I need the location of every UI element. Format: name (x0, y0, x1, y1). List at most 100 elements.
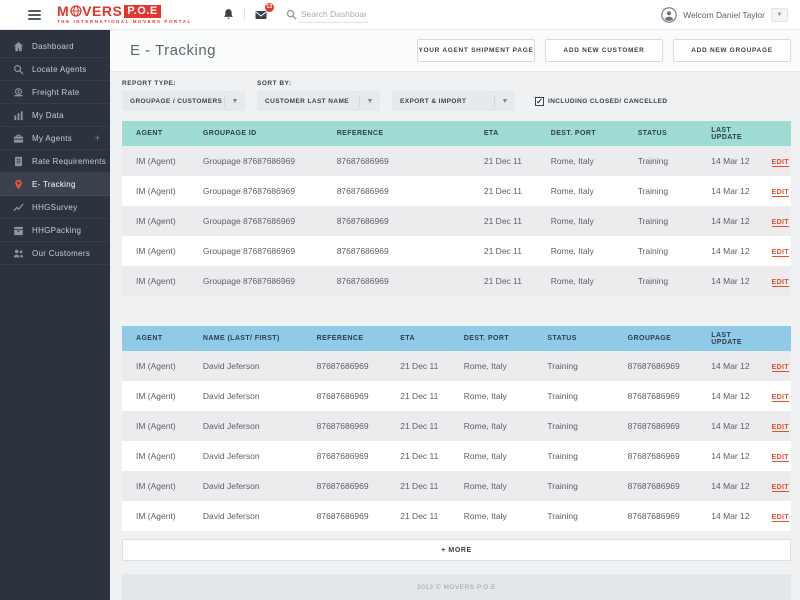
topbar: M VERS P.O.E THE INTERNATIONAL MOVERS PO… (0, 0, 800, 30)
export-import-select[interactable]: EXPORT & IMPORT ▼ (392, 91, 515, 111)
divider (243, 8, 245, 21)
logo-tagline: THE INTERNATIONAL MOVERS PORTAL (57, 19, 192, 25)
table-cell: Training (637, 186, 669, 196)
table-cell: 14 Mar 12 (711, 361, 750, 371)
menu-toggle-icon[interactable] (28, 8, 41, 22)
table-cell: Rome, Italy (463, 481, 507, 491)
edit-link[interactable]: EDIT (771, 484, 790, 492)
edit-link[interactable]: EDIT (771, 159, 790, 167)
sidebar-item-label: HHGSurvey (32, 202, 78, 212)
add-new-customer-button[interactable]: ADD NEW CUSTOMER (545, 39, 663, 62)
sidebar-item-locate-agents[interactable]: Locate Agents (0, 58, 110, 81)
messages-icon[interactable]: 13 (254, 2, 274, 22)
column-header: GROUPAGE ID (202, 130, 257, 137)
table-cell: Rome, Italy (463, 511, 507, 521)
edit-link[interactable]: EDIT (771, 454, 790, 462)
table-cell: IM (Agent) (136, 451, 176, 461)
column-header: ETA (400, 335, 415, 342)
table-cell: 14 Mar 12 (711, 511, 750, 521)
table-cell: Training (637, 216, 669, 226)
table-cell: Training (637, 156, 669, 166)
column-header: GROUPAGE (627, 335, 672, 342)
table-cell: 87687686969 (627, 391, 680, 401)
table-cell: 21 Dec 11 (483, 246, 522, 256)
table-cell: 87687686969 (336, 186, 389, 196)
user-menu-chevron-down-icon[interactable]: ▼ (771, 7, 788, 22)
sidebar-item-e-tracking[interactable]: E- Tracking (0, 173, 110, 196)
table-cell: 87687686969 (316, 421, 369, 431)
search-icon (13, 64, 24, 75)
edit-link[interactable]: EDIT (771, 364, 790, 372)
sort-by-select[interactable]: CUSTOMER LAST NAME ▼ (257, 91, 380, 111)
more-button[interactable]: + MORE (122, 539, 791, 561)
sidebar-item-my-data[interactable]: My Data (0, 104, 110, 127)
table-row: IM (Agent) David Jeferson 87687686969 21 De… (122, 411, 791, 441)
table-cell: Rome, Italy (463, 391, 507, 401)
sidebar-item-label: Freight Rate (32, 87, 80, 97)
table-row: IM (Agent) David Jeferson 87687686969 21 De… (122, 471, 791, 501)
column-header: REFERENCE (316, 335, 364, 342)
table-cell: 21 Dec 11 (483, 216, 522, 226)
table-cell: David Jeferson (202, 481, 260, 491)
sidebar-item-freight-rate[interactable]: Freight Rate (0, 81, 110, 104)
coin-icon (13, 87, 24, 98)
edit-link[interactable]: EDIT (771, 424, 790, 432)
edit-link[interactable]: EDIT (771, 514, 790, 522)
briefcase-icon (13, 133, 24, 144)
table-cell: IM (Agent) (136, 361, 176, 371)
table-cell: 14 Mar 12 (711, 421, 750, 431)
table-cell: Rome, Italy (550, 186, 594, 196)
sidebar-item-dashboard[interactable]: Dashboard (0, 35, 110, 58)
table-row: IM (Agent) David Jeferson 87687686969 21 De… (122, 381, 791, 411)
edit-link[interactable]: EDIT (771, 394, 790, 402)
table-cell: IM (Agent) (136, 391, 176, 401)
customers-table: AGENT NAME (LAST/ FIRST) REFERENCE ETA DEST.… (122, 326, 791, 531)
edit-link[interactable]: EDIT (771, 279, 790, 287)
table-row: IM (Agent) David Jeferson 87687686969 21 De… (122, 501, 791, 531)
column-header: LAST UPDATE (711, 126, 742, 141)
table-cell: 87687686969 (336, 276, 389, 286)
globe-icon (70, 5, 82, 17)
sidebar-item-hhgpacking[interactable]: HHGPacking (0, 219, 110, 242)
table-cell: 87687686969 (336, 216, 389, 226)
report-type-label: REPORT TYPE: (122, 80, 177, 87)
table-cell: Rome, Italy (550, 246, 594, 256)
edit-link[interactable]: EDIT (771, 189, 790, 197)
table-cell: 21 Dec 11 (400, 481, 439, 491)
filters-bar: REPORT TYPE: GROUPAGE / CUSTOMERS ▼ SORT… (122, 80, 791, 111)
column-header: LAST UPDATE (711, 331, 742, 346)
main-content: E - Tracking YOUR AGENT SHIPMENT PAGE ADD… (110, 30, 800, 600)
sidebar-item-our-customers[interactable]: Our Customers (0, 242, 110, 265)
table-cell: David Jeferson (202, 361, 260, 371)
table-cell: Rome, Italy (463, 451, 507, 461)
logo[interactable]: M VERS P.O.E THE INTERNATIONAL MOVERS PO… (57, 4, 192, 25)
table-row: IM (Agent) Groupage 87687686969 8768768696… (122, 146, 791, 176)
sidebar-item-hhgsurvey[interactable]: HHGSurvey (0, 196, 110, 219)
edit-link[interactable]: EDIT (771, 219, 790, 227)
your-agent-shipment-page-button[interactable]: YOUR AGENT SHIPMENT PAGE (417, 39, 535, 62)
logo-text: M (57, 3, 70, 20)
column-header: DEST. PORT (550, 130, 596, 137)
messages-badge: 13 (264, 2, 274, 12)
avatar[interactable] (661, 6, 677, 23)
report-type-select[interactable]: GROUPAGE / CUSTOMERS ▼ (122, 91, 245, 111)
table-cell: IM (Agent) (136, 511, 176, 521)
search-input[interactable] (296, 6, 369, 23)
sort-by-label: SORT BY: (257, 80, 292, 87)
edit-link[interactable]: EDIT (771, 249, 790, 257)
table-cell: 21 Dec 11 (483, 186, 522, 196)
add-new-groupage-button[interactable]: ADD NEW GROUPAGE (673, 39, 791, 62)
including-closed-checkbox[interactable]: ✓ (535, 96, 544, 106)
table-cell: David Jeferson (202, 421, 260, 431)
sidebar-item-rate-requirements[interactable]: Rate Requirements (0, 150, 110, 173)
table-cell: Training (547, 511, 578, 521)
table-cell: IM (Agent) (136, 421, 176, 431)
table-cell: Training (547, 361, 578, 371)
table-cell: 87687686969 (316, 361, 369, 371)
table-cell: 87687686969 (627, 451, 680, 461)
sidebar-item-my-agents[interactable]: My Agents + (0, 127, 110, 150)
expand-plus-icon[interactable]: + (94, 133, 100, 143)
table-cell: Training (637, 246, 669, 256)
table-cell: IM (Agent) (136, 186, 176, 196)
notifications-bell-icon[interactable] (222, 8, 235, 21)
